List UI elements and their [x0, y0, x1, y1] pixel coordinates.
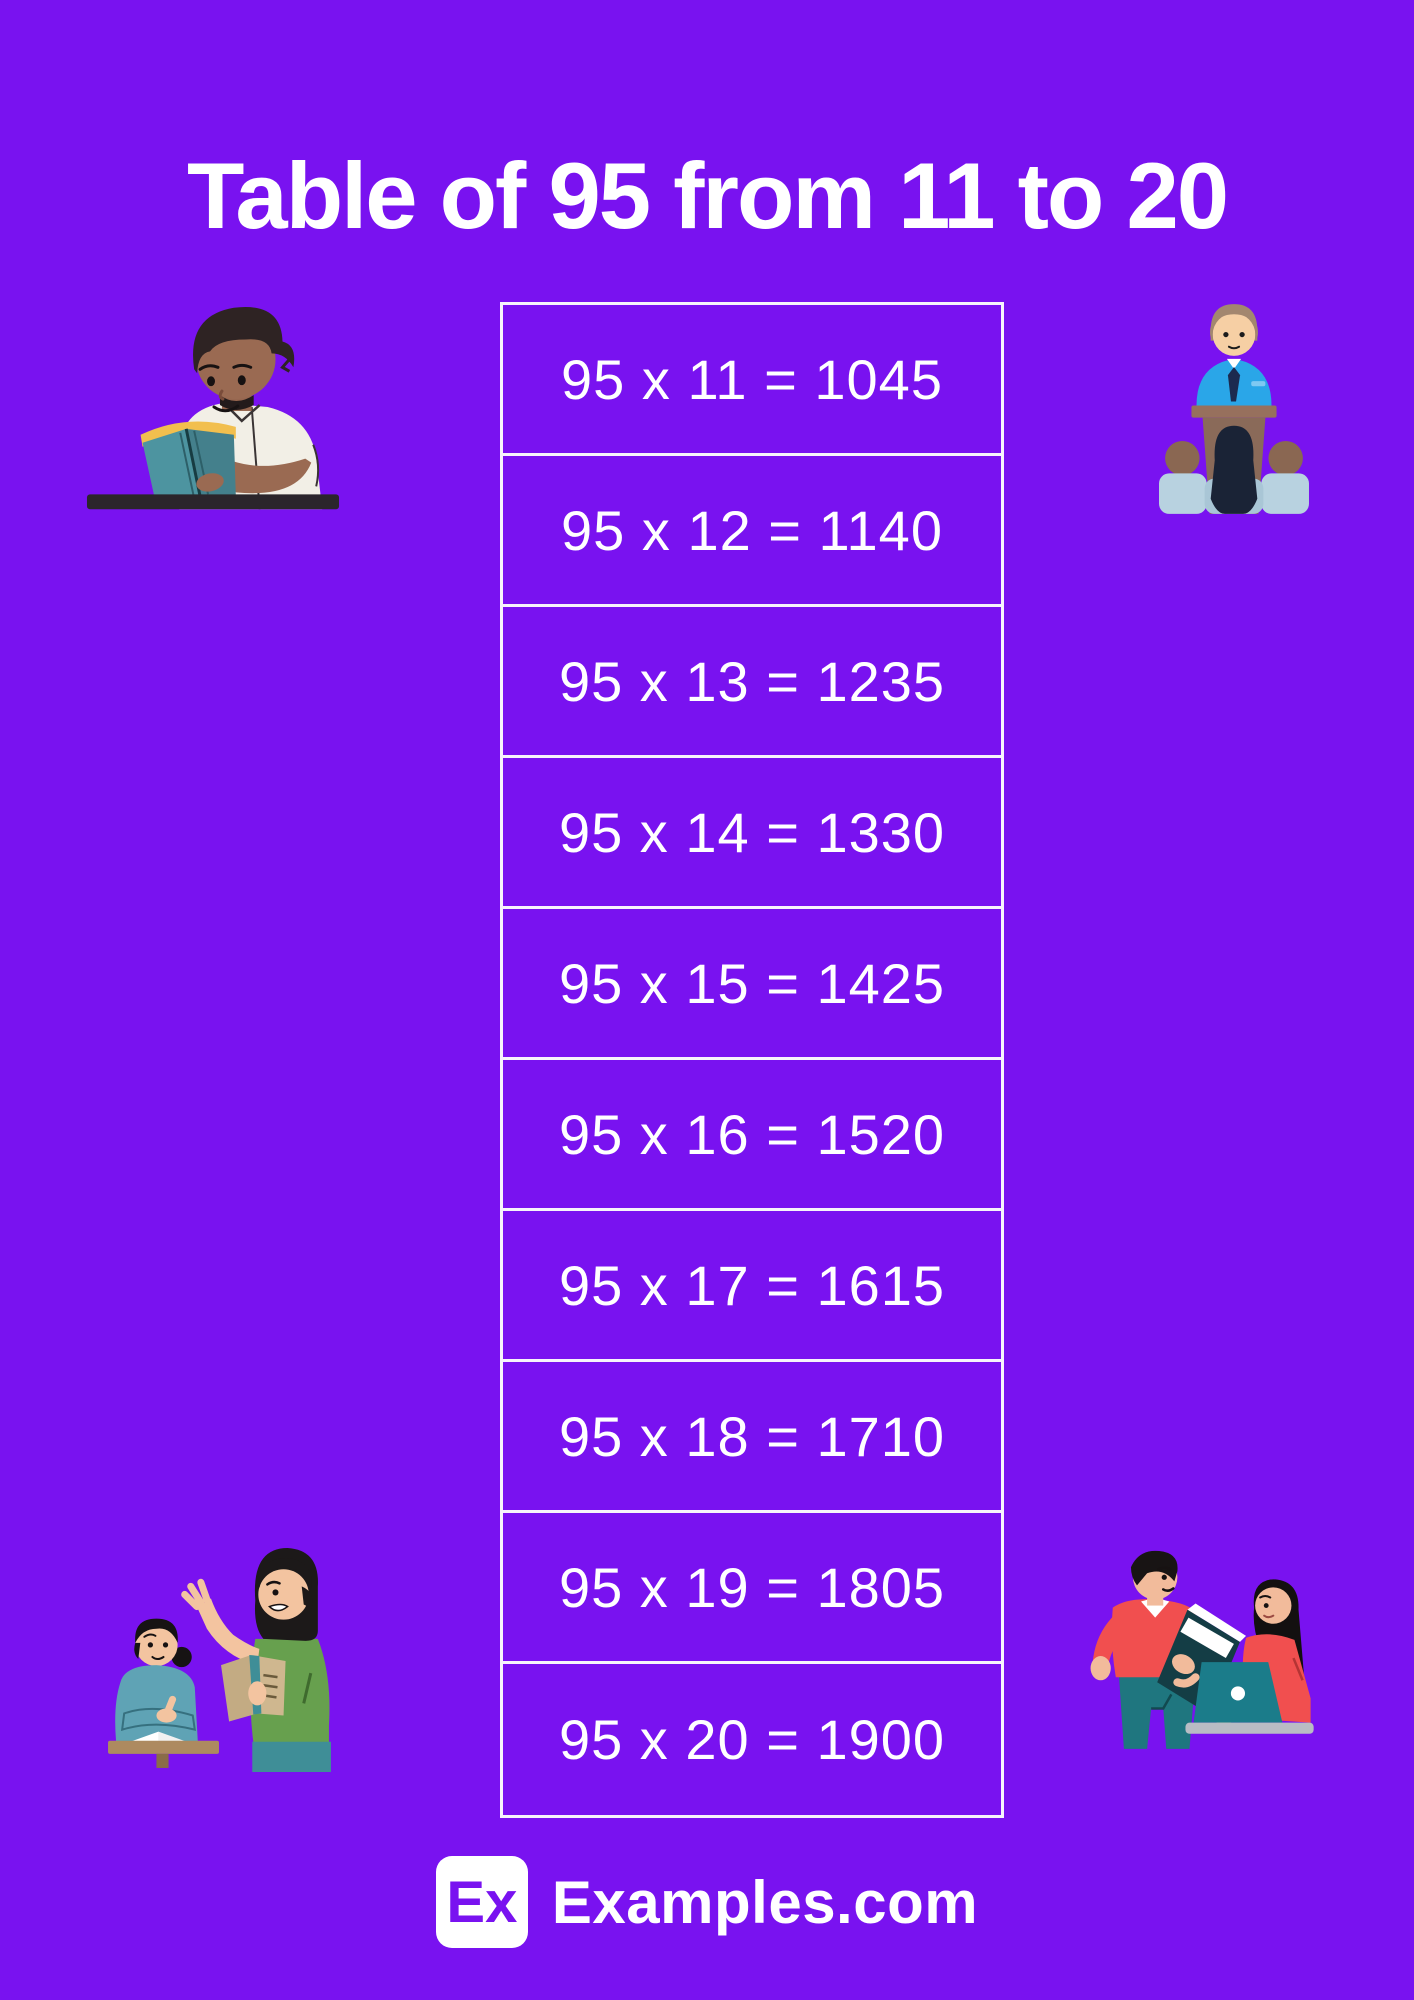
multiplication-table: 95 x 11 = 1045 95 x 12 = 1140 95 x 13 = … — [500, 302, 1004, 1818]
tutor-laptop-illustration — [1066, 1545, 1314, 1759]
equation-text: 95 x 14 = 1330 — [558, 800, 946, 864]
table-row: 95 x 19 = 1805 — [503, 1513, 1001, 1664]
table-row: 95 x 12 = 1140 — [503, 456, 1001, 607]
site-name: Examples.com — [551, 1868, 979, 1936]
presenter-podium-illustration — [1158, 296, 1310, 514]
equation-text: 95 x 11 = 1045 — [561, 347, 943, 411]
boy-reading-book-icon — [86, 306, 340, 510]
equation-text: 95 x 12 = 1140 — [561, 498, 943, 562]
equation-text: 95 x 19 = 1805 — [558, 1555, 946, 1619]
page-title: Table of 95 from 11 to 20 — [186, 142, 1229, 248]
footer: Ex Examples.com — [0, 1856, 1414, 1948]
table-row: 95 x 15 = 1425 — [503, 909, 1001, 1060]
equation-text: 95 x 13 = 1235 — [558, 649, 946, 713]
table-row: 95 x 16 = 1520 — [503, 1060, 1001, 1211]
table-row: 95 x 13 = 1235 — [503, 607, 1001, 758]
equation-text: 95 x 16 = 1520 — [558, 1102, 946, 1166]
logo-text: Ex — [446, 1869, 518, 1935]
table-row: 95 x 11 = 1045 — [503, 305, 1001, 456]
teacher-student-icon — [108, 1548, 331, 1772]
table-row: 95 x 14 = 1330 — [503, 758, 1001, 909]
teacher-student-illustration — [103, 1542, 337, 1772]
equation-text: 95 x 18 = 1710 — [558, 1404, 946, 1468]
presenter-podium-icon — [1159, 304, 1309, 514]
table-row: 95 x 18 = 1710 — [503, 1362, 1001, 1513]
examples-logo: Ex — [435, 1856, 528, 1948]
table-row: 95 x 20 = 1900 — [503, 1664, 1001, 1815]
equation-text: 95 x 17 = 1615 — [558, 1253, 946, 1317]
boy-reading-book-illustration — [85, 295, 343, 520]
equation-text: 95 x 15 = 1425 — [558, 951, 946, 1015]
tutor-laptop-icon — [1090, 1550, 1314, 1749]
equation-text: 95 x 20 = 1900 — [558, 1708, 946, 1771]
table-row: 95 x 17 = 1615 — [503, 1211, 1001, 1362]
